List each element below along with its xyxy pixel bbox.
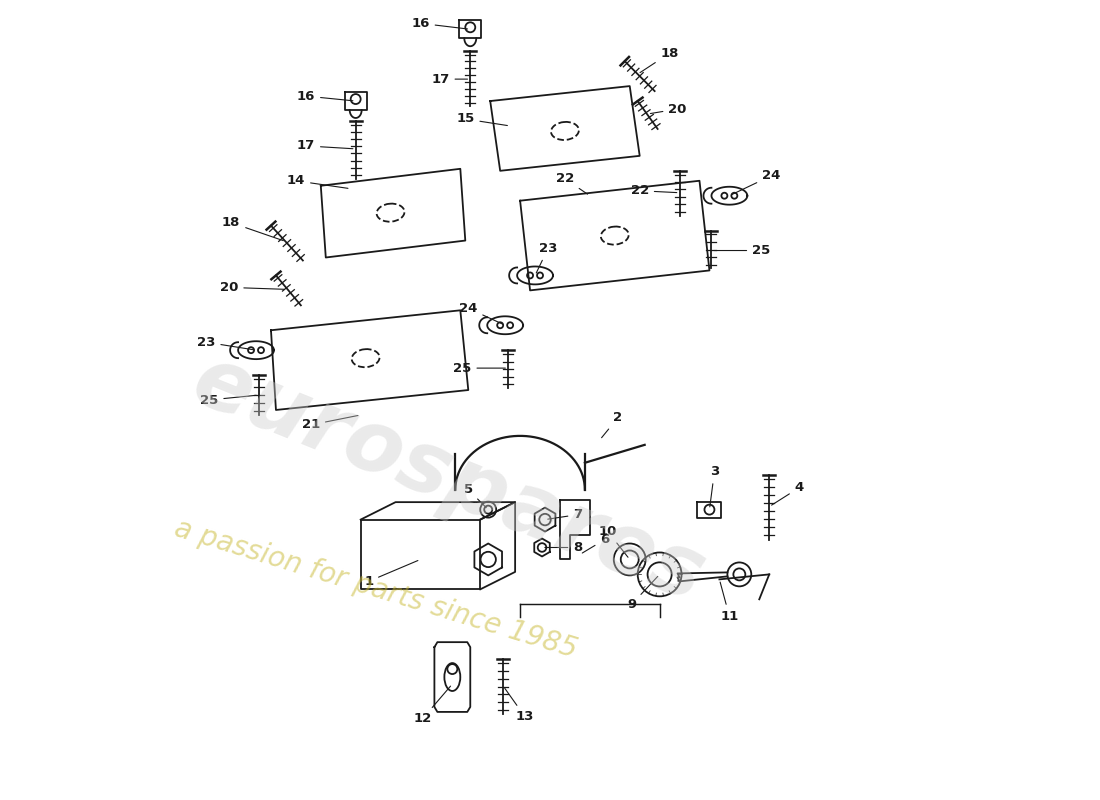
Text: 4: 4 (771, 481, 804, 505)
Text: 11: 11 (720, 582, 738, 622)
Text: 5: 5 (464, 483, 486, 508)
Text: 10: 10 (598, 525, 628, 558)
Text: 17: 17 (297, 139, 353, 152)
Text: 3: 3 (710, 466, 719, 507)
Text: 23: 23 (537, 242, 558, 273)
Text: a passion for parts since 1985: a passion for parts since 1985 (172, 514, 581, 664)
Text: 20: 20 (220, 281, 284, 294)
Text: 25: 25 (714, 244, 770, 257)
Text: 15: 15 (456, 113, 507, 126)
Text: 14: 14 (287, 174, 348, 188)
Text: 23: 23 (197, 336, 253, 350)
Text: 8: 8 (544, 541, 583, 554)
Text: 17: 17 (431, 73, 467, 86)
Text: 12: 12 (414, 686, 451, 726)
Text: 16: 16 (411, 17, 467, 30)
Text: 13: 13 (505, 688, 535, 723)
Text: 2: 2 (602, 411, 623, 438)
Text: 16: 16 (297, 90, 353, 102)
Text: 6: 6 (582, 533, 609, 553)
Text: 24: 24 (732, 170, 780, 194)
Text: 22: 22 (556, 172, 587, 194)
Text: 25: 25 (453, 362, 505, 374)
Text: 18: 18 (222, 216, 284, 241)
Text: 25: 25 (200, 394, 256, 406)
Text: 21: 21 (301, 415, 358, 431)
Text: 24: 24 (459, 302, 503, 324)
Text: 20: 20 (650, 102, 686, 115)
Text: 1: 1 (364, 561, 418, 588)
Text: 7: 7 (548, 508, 583, 521)
Text: 22: 22 (630, 184, 676, 198)
Text: 18: 18 (640, 46, 679, 73)
Text: eurospares: eurospares (182, 339, 717, 620)
Text: 9: 9 (627, 577, 658, 610)
